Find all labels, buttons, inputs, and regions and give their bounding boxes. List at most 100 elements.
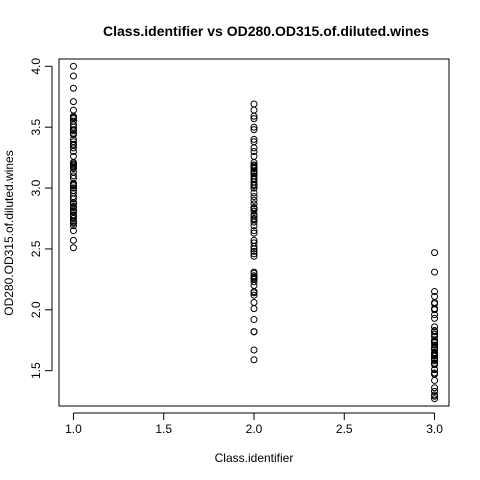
data-point [431,376,439,384]
data-point [69,62,77,70]
data-point [431,369,439,377]
data-point [250,200,258,208]
data-point [250,196,258,204]
data-point [250,243,258,250]
data-point [69,172,77,180]
data-point [431,384,439,392]
data-point [250,169,258,177]
y-tick-label: 2.0 [29,301,43,318]
data-point [431,392,439,400]
data-point [250,184,258,192]
y-axis: 1.5 2.0 2.5 3.0 3.5 4.0 [29,58,53,379]
data-point [431,306,439,314]
data-point [431,355,439,363]
x-tick-label: 2.5 [336,422,353,436]
data-point [250,165,258,173]
data-point [250,250,258,258]
plot-frame [58,58,450,407]
data-point [250,135,258,143]
data-point [69,244,77,252]
data-point [431,337,439,345]
data-point [250,182,258,190]
data-point [250,229,258,237]
data-point [250,316,258,324]
y-axis-label: OD280.OD315.of.diluted.wines [2,150,16,315]
data-point [250,123,258,131]
data-point [69,84,77,92]
data-point [250,275,258,283]
data-point [250,126,258,134]
data-point [250,227,258,235]
data-point [250,289,258,297]
data-point [250,299,258,307]
data-point [250,291,258,299]
data-point [69,106,77,114]
data-point [250,305,258,313]
data-point [69,130,77,138]
data-point [69,227,77,235]
data-point [431,341,439,349]
data-point [250,167,258,175]
data-point [250,193,258,201]
data-point [250,148,258,156]
x-axis: 1.0 1.5 2.0 2.5 3.0 [65,412,443,436]
data-point [431,365,439,373]
data-point [69,165,77,173]
data-point [69,144,77,152]
data-point [69,199,77,207]
y-tick-label: 3.5 [29,119,43,136]
x-axis-label: Class.identifier [215,451,294,465]
chart-title: Class.identifier vs OD280.OD315.of.dilut… [103,23,429,39]
data-point [431,268,439,276]
data-point [69,204,77,212]
y-tick-label: 3.0 [29,179,43,196]
data-point [250,278,258,286]
x-tick-label: 1.0 [65,422,82,436]
data-point [250,218,258,226]
data-point [69,222,77,230]
y-tick-label: 1.5 [29,362,43,379]
y-tick-label: 2.5 [29,240,43,257]
data-point [69,236,77,244]
data-point [250,144,258,152]
data-point [250,106,258,114]
data-point [69,141,77,149]
data-point [69,180,77,188]
data-point [431,395,439,403]
data-point [250,356,258,364]
data-point [250,252,258,260]
data-point [69,195,77,203]
data-point [431,314,439,322]
data-point [250,281,258,289]
data-points [69,62,439,403]
data-point [431,352,439,360]
data-point [250,216,258,224]
data-point [250,247,258,255]
data-point [69,215,77,222]
data-point [250,273,258,281]
data-point [250,115,258,123]
data-point [69,72,77,80]
data-point [431,323,439,331]
x-tick-label: 3.0 [426,422,443,436]
data-point [250,239,258,247]
data-point [69,127,77,135]
data-point [250,207,258,215]
data-point [250,162,258,170]
data-point [431,387,439,395]
data-point [69,113,77,121]
data-point [250,346,258,354]
data-point [250,189,258,197]
data-point [431,357,439,365]
data-point [431,288,439,296]
data-point [250,100,258,108]
data-point [431,311,439,319]
data-point [69,98,77,106]
data-point [250,205,258,213]
data-point [431,328,439,336]
data-point [69,184,77,192]
x-tick-label: 2.0 [246,422,263,436]
x-tick-label: 1.5 [155,422,172,436]
data-point [250,328,258,336]
